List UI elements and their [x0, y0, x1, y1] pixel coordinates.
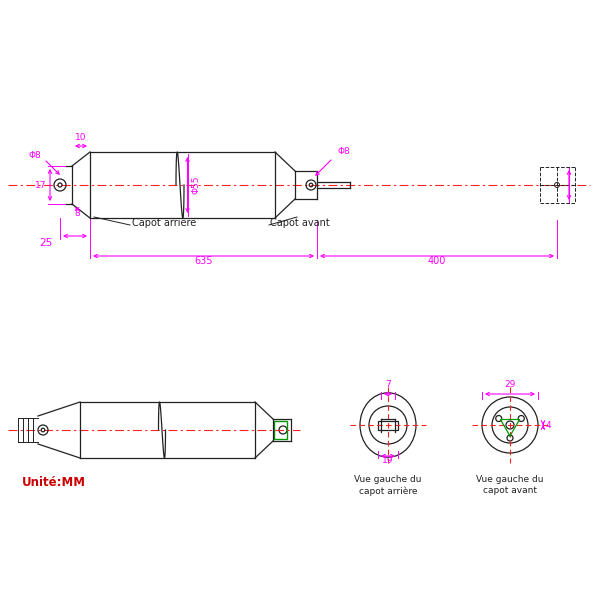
Text: Φ8: Φ8	[28, 151, 41, 160]
Text: 7: 7	[385, 380, 391, 389]
Bar	[378, 421, 398, 430]
Text: Vue gauche du
capot avant: Vue gauche du capot avant	[476, 475, 544, 495]
Text: Unité:MM: Unité:MM	[22, 476, 86, 489]
Text: 25: 25	[40, 238, 53, 248]
Text: Capot arrière: Capot arrière	[132, 217, 196, 228]
Text: 4: 4	[546, 421, 551, 430]
Text: 29: 29	[505, 380, 515, 389]
Text: Capot avant: Capot avant	[270, 218, 330, 228]
Text: 17: 17	[35, 181, 46, 190]
Text: 19: 19	[382, 456, 394, 465]
Bar	[274, 421, 287, 439]
Text: 635: 635	[194, 256, 213, 266]
Text: Φ55: Φ55	[191, 176, 200, 194]
Text: Vue gauche du
capot arrière: Vue gauche du capot arrière	[354, 475, 422, 496]
Text: Φ8: Φ8	[337, 147, 350, 156]
Text: 8: 8	[74, 209, 80, 218]
Text: 10: 10	[75, 133, 87, 142]
Text: 400: 400	[428, 256, 446, 266]
